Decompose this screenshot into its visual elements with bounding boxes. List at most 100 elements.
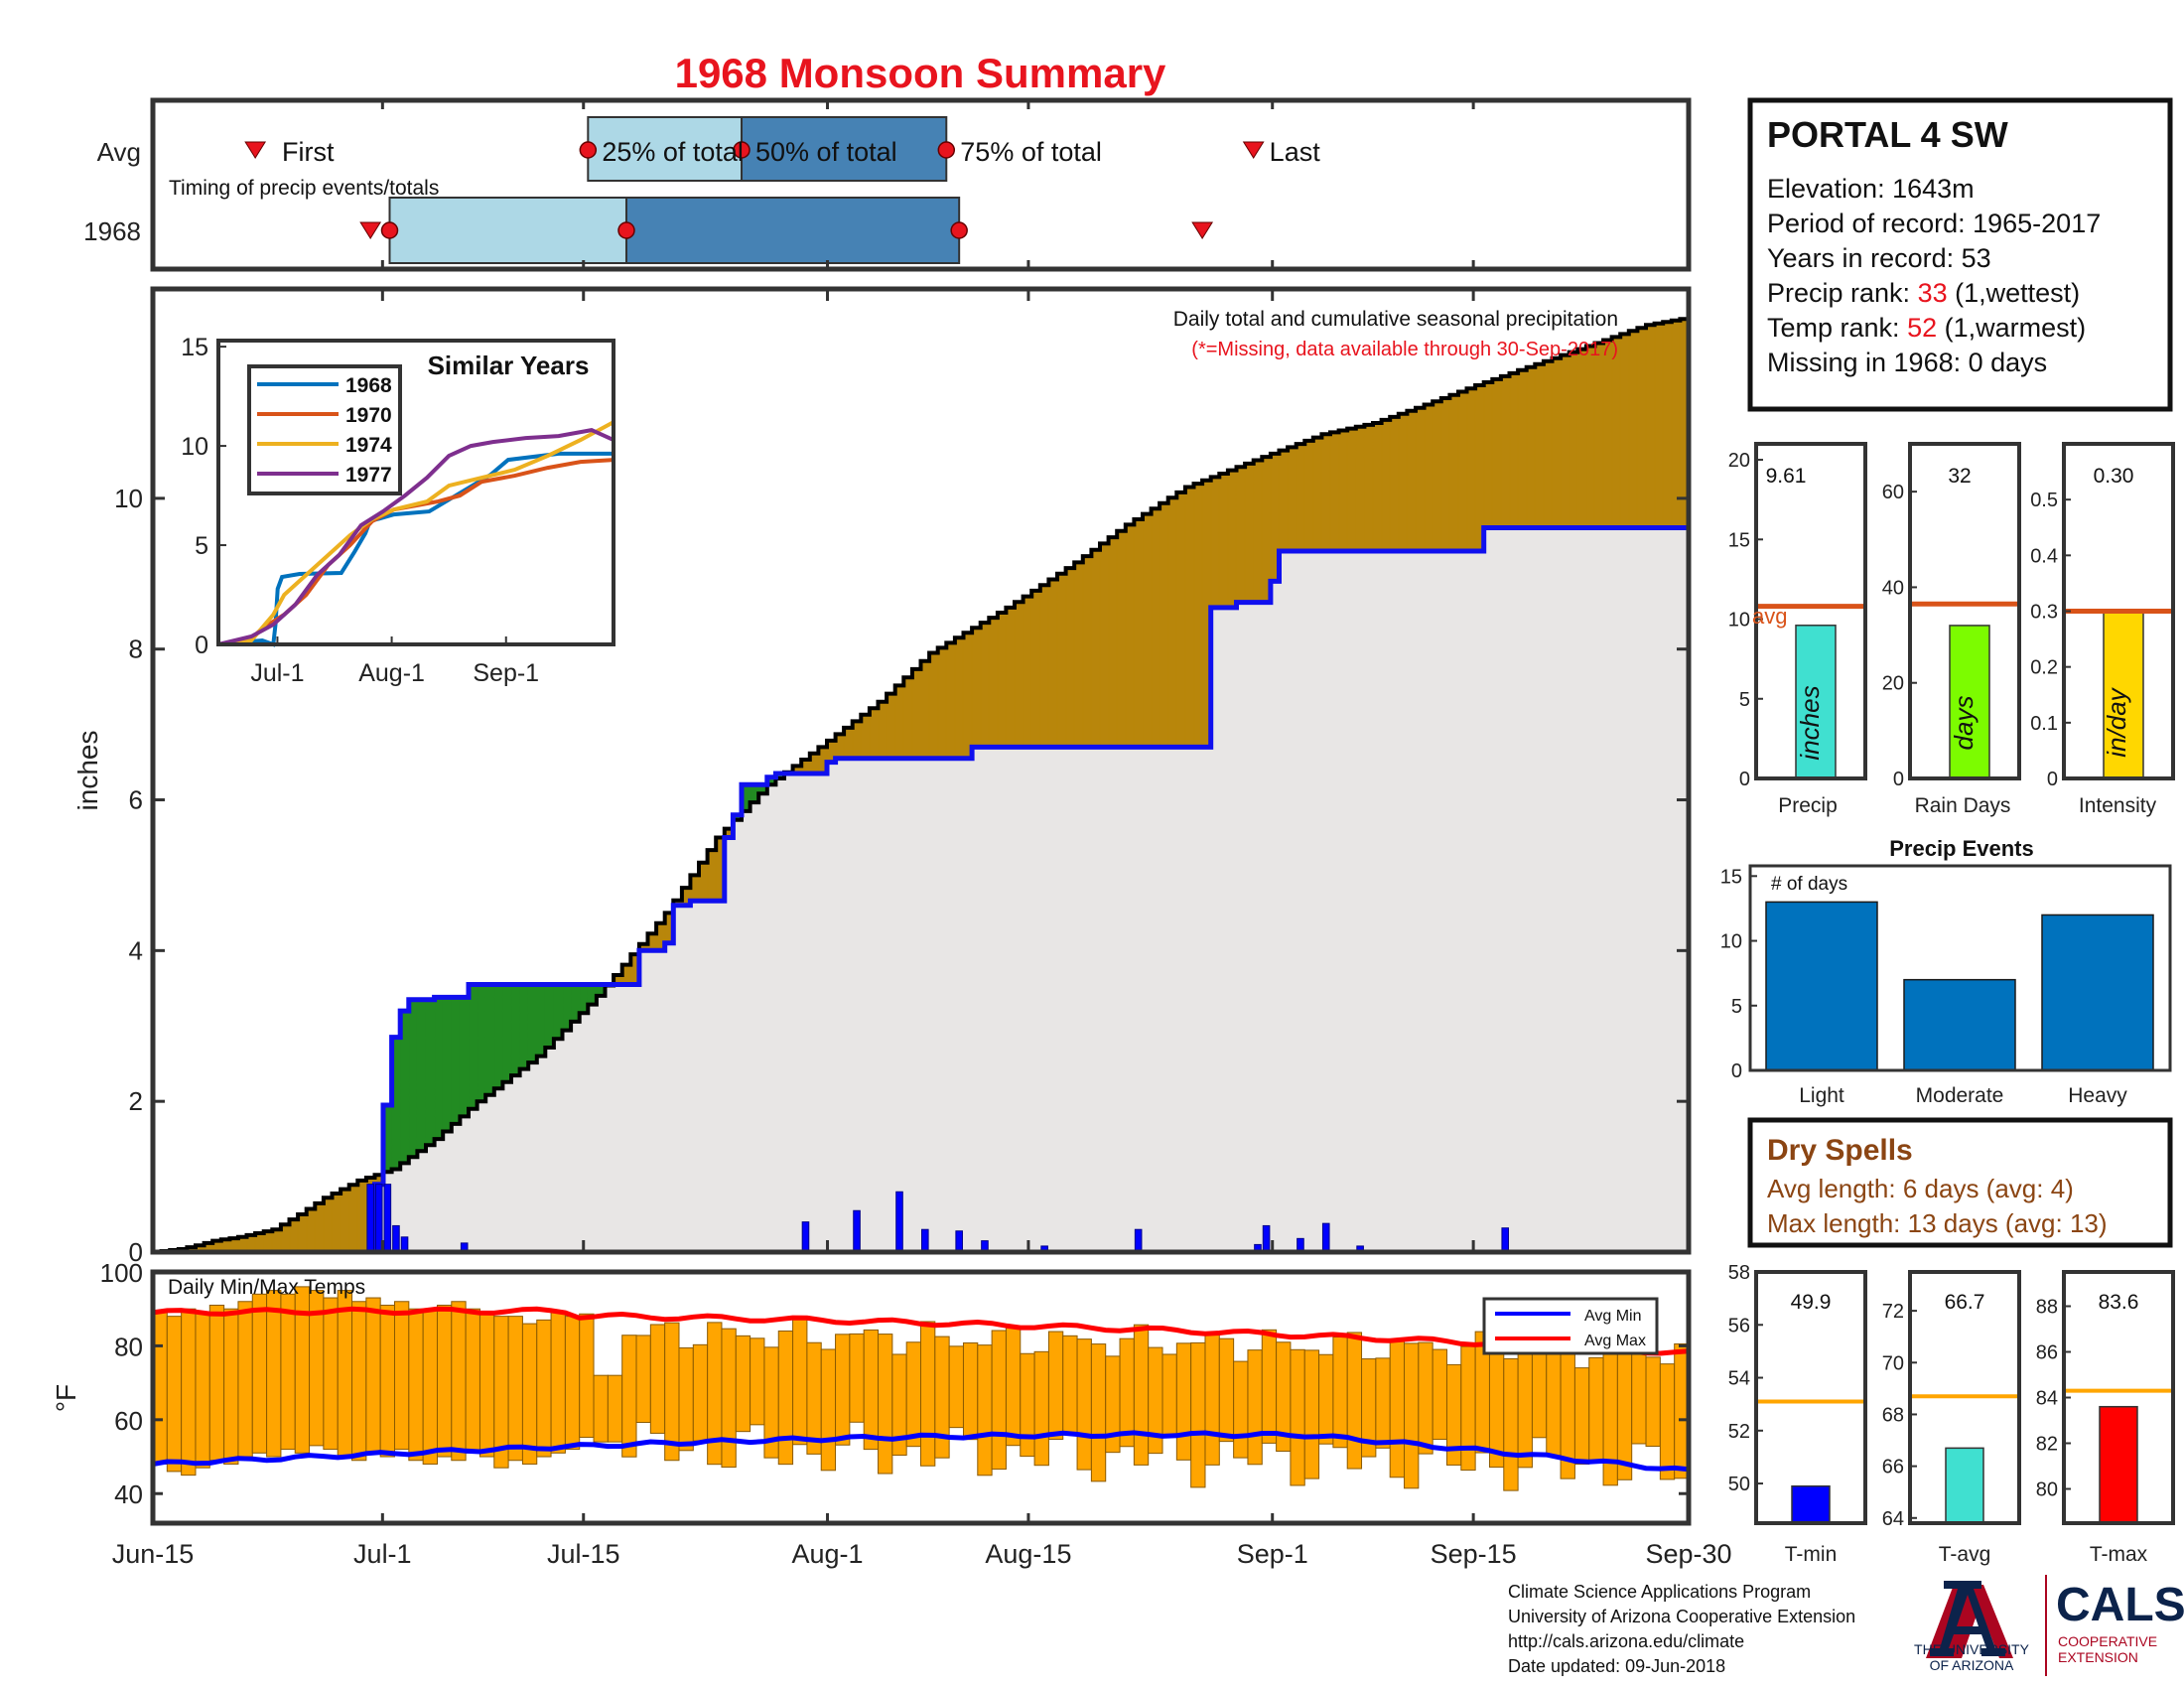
daily-temp-bar	[436, 1304, 453, 1458]
tavg-label: T-avg	[1939, 1543, 1991, 1566]
temp-summary-ytick-label: 56	[1728, 1315, 1750, 1336]
daily-temp-bar	[181, 1308, 197, 1477]
temp-summary-ytick-label: 68	[1882, 1404, 1904, 1426]
timing-q75-label: 75% of total	[960, 137, 1102, 167]
total-ytick-label: 20	[1882, 673, 1904, 695]
daily-precip-bar	[895, 1191, 903, 1253]
daily-temp-bar	[351, 1301, 367, 1462]
total-ytick-label: 0	[1893, 769, 1904, 790]
daily-temp-bar	[863, 1329, 880, 1451]
daily-precip-bar	[1262, 1224, 1271, 1253]
event-ytick-label: 15	[1720, 866, 1742, 888]
daily-temp-bar	[323, 1297, 339, 1451]
daily-temp-bar	[1119, 1337, 1135, 1448]
daily-temp-bar	[1005, 1327, 1022, 1447]
daily-temp-bar	[564, 1316, 581, 1451]
event-ytick-label: 5	[1731, 996, 1742, 1018]
footer-line2: University of Arizona Cooperative Extens…	[1508, 1607, 1855, 1626]
daily-temp-bar	[1204, 1334, 1220, 1466]
inset-ytick-label: 15	[181, 334, 208, 361]
footer-line3[interactable]: http://cals.arizona.edu/climate	[1508, 1631, 1744, 1651]
daily-temp-bar	[1318, 1353, 1334, 1445]
daily-temp-bar	[777, 1330, 794, 1466]
ua-line1: THE UNIVERSITY	[1914, 1641, 2030, 1657]
temp-summary-bar-1	[1945, 1447, 1984, 1524]
similar-line-1974	[217, 420, 614, 646]
year-first-marker	[359, 221, 382, 239]
daily-precip-bar	[801, 1221, 810, 1253]
daily-temp-bar	[1631, 1352, 1647, 1445]
temp-frame	[150, 1269, 1692, 1526]
daily-temp-bar	[1020, 1352, 1035, 1458]
avg-min-line	[152, 1430, 1690, 1473]
daily-temp-bar	[1588, 1356, 1604, 1462]
legend-label-1974: 1974	[345, 434, 392, 457]
temp-ylabel: °F	[51, 1384, 81, 1412]
daily-temp-bar	[1062, 1335, 1078, 1435]
timing-q25-label: 25% of total	[602, 137, 744, 167]
daily-temp-bar	[820, 1348, 837, 1472]
avg-q50-q75-bar	[741, 116, 948, 182]
x-tick-label: Sep-30	[1645, 1539, 1731, 1569]
avg-first-marker	[244, 141, 267, 159]
daily-temp-bar	[365, 1297, 381, 1454]
station-missing: Missing in 1968: 0 days	[1767, 348, 2047, 377]
legend-avg-min: Avg Min	[1584, 1308, 1642, 1325]
similar-line-1977	[217, 428, 614, 646]
event-bar-0	[1765, 901, 1878, 1071]
raindays-label: Rain Days	[1915, 794, 2011, 817]
temp-summary-ytick-label: 52	[1728, 1421, 1750, 1443]
daily-precip-bar	[921, 1228, 929, 1253]
daily-temp-bar	[678, 1346, 694, 1452]
daily-temp-bar	[1247, 1349, 1263, 1466]
daily-temp-bar	[934, 1336, 950, 1459]
event-category-label: Light	[1799, 1084, 1844, 1107]
temp-summary-ytick-label: 54	[1728, 1368, 1750, 1390]
total-ytick-label: 0.1	[2030, 713, 2058, 735]
daily-temp-bar	[408, 1308, 424, 1462]
tavg-value: 66.7	[1945, 1291, 1985, 1314]
events-ylabel: # of days	[1771, 874, 1847, 895]
daily-temp-bar	[1290, 1348, 1305, 1486]
events-title: Precip Events	[1889, 836, 2034, 861]
temp-summary-frame-1	[1908, 1270, 2021, 1525]
daily-temp-bar	[1047, 1331, 1064, 1441]
temp-ytick-label: 60	[114, 1406, 143, 1436]
total-ytick-label: 0.2	[2030, 657, 2058, 679]
timing-last-label: Last	[1270, 137, 1321, 167]
daily-temp-bar	[579, 1313, 595, 1438]
raindays-value: 32	[1948, 465, 1971, 488]
daily-temp-bar	[223, 1308, 239, 1465]
total-ytick-label: 0	[2047, 769, 2058, 790]
daily-temp-bar	[849, 1333, 865, 1423]
main-ytick-label: 0	[129, 1237, 143, 1267]
total-ytick-label: 0	[1739, 769, 1750, 790]
daily-temp-bar	[664, 1322, 680, 1462]
timing-year-label: 1968	[83, 216, 141, 246]
daily-temp-bar	[905, 1341, 921, 1448]
daily-temp-bar	[251, 1293, 268, 1454]
daily-temp-bar	[1175, 1342, 1192, 1461]
daily-temp-bar	[337, 1290, 353, 1458]
daily-precip-bar	[955, 1230, 963, 1253]
daily-temp-bar	[478, 1312, 495, 1458]
main-precip-chart: 0 2 4 6 8 10 Daily total and cumulative seaso…	[72, 286, 1692, 1267]
daily-temp-bar	[991, 1330, 1007, 1471]
timing-panel: Avg 1968 Timing of precip events/totals …	[83, 97, 1692, 272]
total-ytick-label: 5	[1739, 689, 1750, 711]
footer: Climate Science Applications Program Uni…	[1508, 1582, 1855, 1676]
tmin-value: 49.9	[1791, 1291, 1832, 1314]
tmax-label: T-max	[2090, 1543, 2148, 1566]
ua-a-blue	[1930, 1581, 2005, 1656]
common-area	[153, 527, 1689, 1252]
daily-temp-bar	[878, 1334, 893, 1475]
total-bar-1	[1949, 625, 1990, 779]
daily-temp-bar	[593, 1374, 609, 1443]
temp-summary-ytick-label: 64	[1882, 1508, 1904, 1530]
daily-temp-bar	[1418, 1341, 1433, 1455]
daily-precip-bar	[853, 1209, 861, 1253]
precip-events-chart: Precip Events Light Moderate Heavy 0 5 10 15 #…	[1720, 836, 2172, 1107]
main-ytick-label: 4	[129, 935, 143, 965]
inset-ytick-label: 5	[195, 532, 208, 560]
main-note: Daily total and cumulative seasonal prec…	[1173, 308, 1618, 331]
